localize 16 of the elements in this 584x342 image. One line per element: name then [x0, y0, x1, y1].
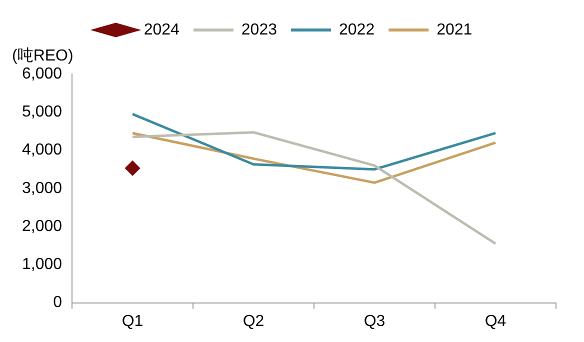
- legend-label: 2024: [144, 21, 180, 38]
- x-tick-label: Q1: [122, 312, 144, 330]
- legend-label: 2023: [241, 21, 278, 38]
- y-tick-label: 3,000: [22, 180, 62, 197]
- y-axis-title: (吨REO): [12, 46, 74, 64]
- y-tick-label: 2,000: [22, 218, 62, 235]
- y-tick-label: 6,000: [22, 65, 62, 82]
- x-tick-label: Q2: [242, 312, 264, 330]
- x-tick-label: Q3: [364, 312, 386, 330]
- x-tick-label: Q4: [484, 312, 506, 330]
- y-tick-label: 1,000: [22, 256, 62, 274]
- legend-label: 2022: [339, 21, 375, 38]
- y-tick-label: 0: [53, 294, 62, 312]
- legend-label: 2021: [436, 21, 472, 38]
- y-tick-label: 4,000: [22, 142, 62, 159]
- y-tick-label: 5,000: [22, 104, 62, 121]
